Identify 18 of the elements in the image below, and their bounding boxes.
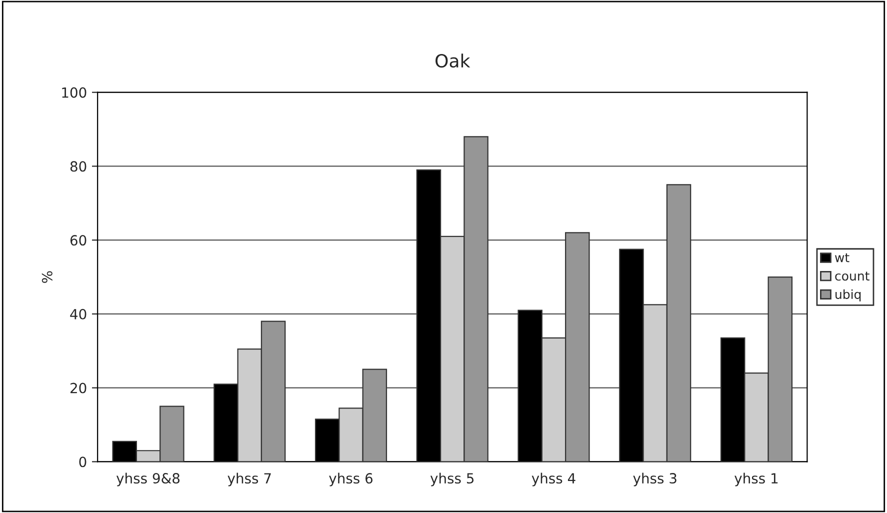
x-tick-label: yhss 7 [228,472,271,486]
y-axis-title: % [42,271,52,283]
legend-label: wt [834,253,850,262]
y-tick-label: 40 [70,308,86,320]
x-tick-label: yhss 4 [532,472,576,486]
y-tick-label: 0 [79,456,86,468]
y-tick-label: 80 [70,161,86,172]
x-tick-label: yhss 1 [734,472,778,486]
x-tick-label: yhss 3 [633,472,676,486]
x-tick-label: yhss 5 [430,472,474,486]
x-tick-label: yhss 9&8 [116,472,180,486]
y-tick-label: 60 [70,235,86,246]
chart-title: Oak [436,54,470,68]
legend-label: count [835,272,870,281]
x-tick-label: yhss 6 [329,472,372,486]
y-tick-label: 20 [70,382,86,394]
y-tick-label: 100 [62,87,86,98]
legend-label: ubiq [836,289,861,302]
